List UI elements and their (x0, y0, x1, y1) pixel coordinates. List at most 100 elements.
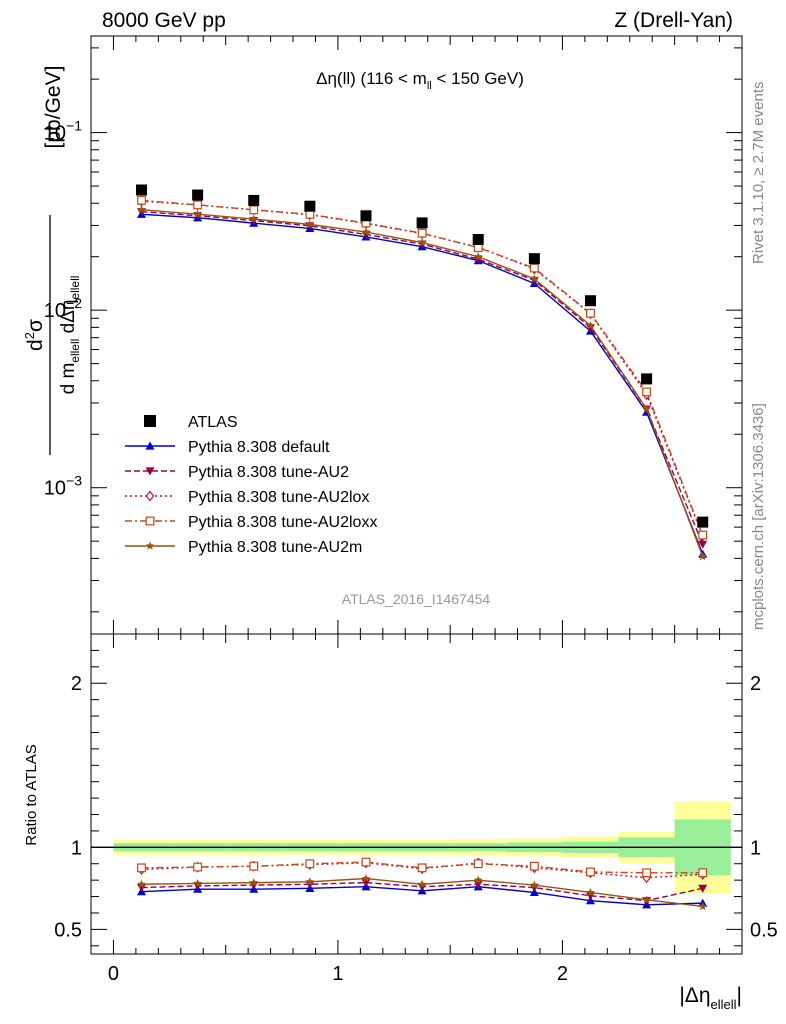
series-point-4 (586, 321, 595, 330)
ratio-point-1 (305, 880, 315, 889)
series-point-4 (417, 238, 427, 247)
atlas-data-point (304, 200, 316, 212)
ratio-point-3 (586, 867, 595, 877)
y-axis-label: d2σ d mellell dΔηellell [pb/GeV] (22, 66, 82, 455)
series-point-4 (642, 404, 651, 413)
x-tick-label: 2 (557, 963, 568, 985)
ratio-tick-label-left: 0.5 (54, 919, 82, 941)
legend-label-5: Pythia 8.308 tune-AU2m (188, 539, 362, 556)
series-line-3 (141, 199, 704, 536)
atlas-data-point (641, 373, 653, 385)
legend-marker-0 (144, 415, 156, 427)
ratio-point-4 (642, 895, 651, 904)
ratio-tick-label-left: 2 (71, 673, 82, 695)
ratio-point-4 (586, 887, 595, 897)
series-point-4 (361, 227, 371, 236)
series-point-3 (529, 263, 539, 273)
series-point-3 (642, 387, 652, 397)
ratio-point-3 (417, 863, 427, 873)
plot-title-main: Δη(ll) (116 < m (316, 69, 427, 88)
ratio-point-1 (193, 882, 203, 891)
ratio-point-1 (698, 884, 708, 893)
legend-marker-5 (145, 541, 155, 550)
plot-title: Δη(ll) (116 < mll < 150 GeV) (316, 69, 524, 92)
x-tick-label: 1 (332, 963, 343, 985)
ratio-tick-label-right: 2 (750, 673, 761, 695)
series-point-4 (530, 274, 539, 283)
ratio-point-3 (193, 862, 203, 872)
plot-title-sub: ll (427, 80, 432, 92)
ratio-point-4 (361, 874, 371, 883)
atlas-data-point (360, 210, 372, 222)
axis-ticks (91, 36, 742, 954)
atlas-data-point (472, 234, 484, 246)
series-point-4 (698, 552, 707, 561)
ratio-point-3 (642, 868, 652, 878)
y-axis-label-denominator: d mellell dΔηellell (58, 276, 82, 395)
series-point-4 (249, 214, 259, 223)
legend-label-0: ATLAS (188, 414, 238, 431)
ratio-point-3 (137, 863, 146, 873)
ratio-point-3 (305, 859, 315, 869)
y-axis-label-unit: [pb/GeV] (42, 66, 65, 149)
x-tick-label: 0 (108, 963, 119, 985)
atlas-data-point (136, 184, 148, 196)
ratio-bands (91, 801, 742, 894)
ratio-point-4 (305, 877, 315, 886)
ratio-point-3 (249, 861, 259, 871)
atlas-data-point (416, 217, 428, 229)
series-point-3 (586, 308, 595, 318)
series-point-4 (137, 205, 146, 214)
ratio-y-axis-label: Ratio to ATLAS (23, 744, 40, 845)
tick-labels: 0 1 2 10−1 10−2 10−3 0.5 0.5 1 1 2 2 (44, 118, 778, 985)
atlas-data-point (584, 295, 596, 307)
series-point-4 (305, 219, 315, 229)
y-tick-label: 10−3 (44, 473, 82, 500)
ratio-point-3 (361, 857, 371, 867)
ratio-tick-label-left: 1 (71, 837, 82, 859)
legend: ATLAS Pythia 8.308 default Pythia 8.308 tu… (125, 414, 377, 556)
ratio-point-1 (249, 881, 259, 890)
series-point-3 (417, 228, 427, 238)
legend-label-4: Pythia 8.308 tune-AU2loxx (188, 514, 377, 531)
y-tick-label: 10−2 (44, 295, 82, 322)
series-point-3 (137, 195, 146, 205)
series-line-2 (141, 200, 704, 537)
plot-title-rest: < 150 GeV) (432, 69, 524, 88)
legend-marker-4 (145, 516, 155, 526)
ratio-point-1 (137, 883, 147, 893)
atlas-data-point (697, 516, 709, 528)
header-right: Z (Drell-Yan) (614, 9, 733, 32)
atlas-data-point (192, 189, 204, 201)
analysis-label: ATLAS_2016_I1467454 (342, 591, 491, 607)
ratio-point-4 (530, 880, 539, 889)
ratio-tick-label-right: 0.5 (750, 919, 778, 941)
ratio-point-4 (193, 878, 202, 888)
ratio-point-4 (137, 879, 146, 888)
series-point-4 (193, 209, 202, 218)
ratio-point-3 (698, 868, 708, 878)
series-point-1 (585, 324, 595, 333)
ratio-point-1 (585, 892, 595, 901)
legend-label-1: Pythia 8.308 default (188, 439, 330, 456)
legend-marker-2 (145, 467, 155, 476)
ratio-point-4 (473, 875, 483, 884)
header-left: 8000 GeV pp (102, 9, 226, 32)
legend-label-2: Pythia 8.308 tune-AU2 (188, 464, 349, 481)
legend-marker-3 (145, 490, 155, 502)
ratio-point-4 (417, 879, 427, 888)
series-point-3 (698, 530, 708, 540)
y-tick-label: 10−1 (44, 118, 82, 145)
series-point-1 (698, 540, 708, 549)
ratio-tick-label-right: 1 (750, 837, 761, 859)
series-group (137, 195, 708, 911)
atlas-data-group (136, 184, 709, 528)
series-point-4 (473, 252, 483, 261)
atlas-data-point (248, 194, 260, 206)
rivet-label: Rivet 3.1.10, ≥ 2.7M events (750, 82, 767, 265)
ratio-point-4 (698, 901, 707, 911)
ratio-point-4 (249, 878, 259, 887)
ratio-point-3 (529, 861, 539, 871)
series-point-3 (193, 200, 203, 210)
